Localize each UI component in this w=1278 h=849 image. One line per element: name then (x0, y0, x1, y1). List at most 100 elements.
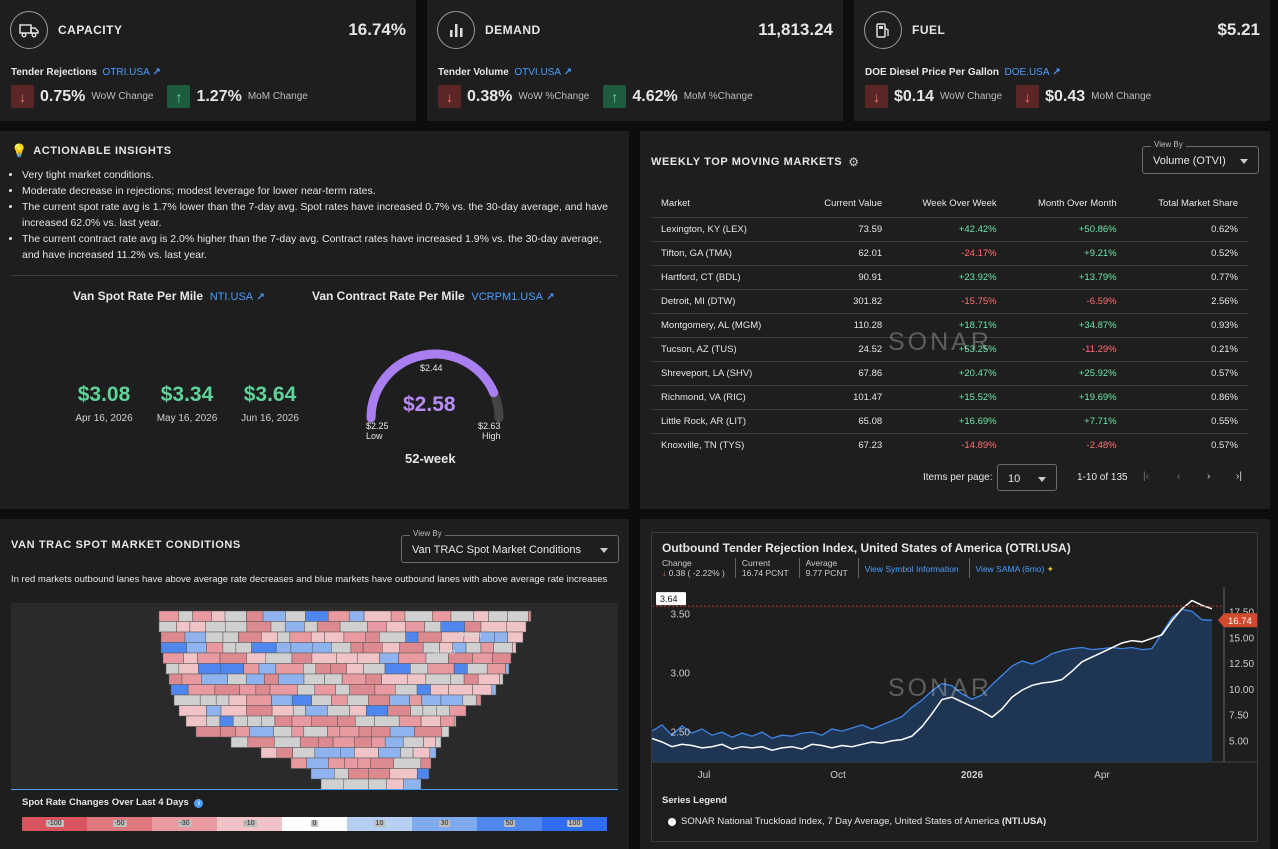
market-region[interactable] (343, 631, 366, 643)
market-region[interactable] (348, 768, 369, 780)
prev-page-icon[interactable]: ‹ (1177, 471, 1181, 482)
market-region[interactable] (441, 726, 450, 738)
market-region[interactable] (416, 768, 430, 780)
market-region[interactable] (214, 684, 240, 696)
market-region[interactable] (176, 621, 191, 633)
chart-link-icon[interactable]: ↗ (256, 292, 265, 303)
market-region[interactable] (311, 715, 338, 727)
market-region[interactable] (224, 610, 247, 622)
market-region[interactable] (386, 778, 404, 789)
market-region[interactable] (440, 694, 464, 706)
market-region[interactable] (493, 642, 513, 654)
market-region[interactable] (344, 757, 359, 769)
us-market-map[interactable]: Ottawa Toronto (11, 603, 618, 789)
market-region[interactable] (290, 642, 314, 654)
market-region[interactable] (340, 747, 355, 759)
market-region[interactable] (420, 715, 441, 727)
market-region[interactable] (379, 652, 399, 664)
market-region[interactable] (222, 642, 237, 654)
first-page-icon[interactable]: |‹ (1143, 471, 1149, 482)
market-region[interactable] (421, 694, 442, 706)
market-region[interactable] (235, 642, 252, 654)
info-icon[interactable]: i (194, 799, 204, 808)
market-region[interactable] (260, 747, 278, 759)
market-region[interactable] (424, 621, 442, 633)
col-header[interactable]: Current Value (824, 198, 883, 210)
market-region[interactable] (435, 736, 442, 748)
market-region[interactable] (160, 642, 187, 654)
market-region[interactable] (303, 673, 325, 685)
market-region[interactable] (349, 705, 367, 717)
market-region[interactable] (379, 631, 406, 643)
market-region[interactable] (327, 705, 350, 717)
market-region[interactable] (265, 652, 293, 664)
market-region[interactable] (299, 736, 319, 748)
market-region[interactable] (395, 684, 418, 696)
market-region[interactable] (368, 778, 387, 789)
market-region[interactable] (362, 642, 383, 654)
market-region[interactable] (327, 726, 341, 738)
market-region[interactable] (306, 757, 329, 769)
market-region[interactable] (310, 768, 335, 780)
market-region[interactable] (289, 631, 312, 643)
market-region[interactable] (247, 736, 275, 748)
market-region[interactable] (473, 610, 489, 622)
market-region[interactable] (486, 663, 506, 675)
market-region[interactable] (220, 663, 244, 675)
col-header[interactable]: Month Over Month (1037, 198, 1117, 210)
col-header[interactable]: Week Over Week (922, 198, 997, 210)
market-region[interactable] (354, 747, 379, 759)
market-region[interactable] (187, 684, 216, 696)
sparkle-icon[interactable]: ✦ (1046, 564, 1054, 574)
market-region[interactable] (472, 684, 493, 696)
col-header[interactable]: Total Market Share (1158, 198, 1238, 210)
market-region[interactable] (389, 768, 418, 780)
market-region[interactable] (367, 621, 387, 633)
market-region[interactable] (407, 673, 427, 685)
market-region[interactable] (349, 684, 376, 696)
gear-icon[interactable]: ⚙ (848, 155, 859, 169)
market-region[interactable] (264, 673, 279, 685)
chart-link-icon[interactable]: ↗ (1052, 67, 1061, 78)
market-region[interactable] (312, 642, 332, 654)
market-region[interactable] (335, 684, 350, 696)
market-region[interactable] (222, 631, 239, 643)
market-region[interactable] (206, 642, 224, 654)
market-region[interactable] (353, 736, 372, 748)
market-region[interactable] (261, 631, 278, 643)
market-region[interactable] (414, 726, 443, 738)
col-header[interactable]: Market (661, 198, 691, 210)
market-region[interactable] (320, 778, 345, 789)
market-region[interactable] (195, 726, 221, 738)
market-region[interactable] (255, 684, 271, 696)
market-region[interactable] (423, 736, 436, 748)
symbol-link[interactable]: OTVI.USA (514, 67, 562, 78)
market-region[interactable] (165, 663, 180, 675)
market-region[interactable] (168, 673, 183, 685)
symbol-link[interactable]: OTRI.USA (102, 67, 150, 78)
market-region[interactable] (245, 673, 265, 685)
market-region[interactable] (339, 726, 360, 738)
market-region[interactable] (355, 715, 375, 727)
market-region[interactable] (389, 726, 415, 738)
market-region[interactable] (246, 652, 267, 664)
market-region[interactable] (206, 705, 222, 717)
market-region[interactable] (363, 610, 392, 622)
market-region[interactable] (410, 705, 424, 717)
market-region[interactable] (384, 736, 404, 748)
market-region[interactable] (318, 736, 334, 748)
market-region[interactable] (314, 684, 336, 696)
market-region[interactable] (429, 747, 437, 759)
market-region[interactable] (479, 631, 495, 643)
market-region[interactable] (235, 726, 250, 738)
market-region[interactable] (382, 642, 400, 654)
market-region[interactable] (274, 736, 301, 748)
market-region[interactable] (492, 652, 512, 664)
market-region[interactable] (448, 684, 473, 696)
market-region[interactable] (453, 715, 457, 727)
market-region[interactable] (227, 673, 247, 685)
next-page-icon[interactable]: › (1207, 471, 1211, 482)
market-region[interactable] (284, 621, 305, 633)
market-region[interactable] (343, 778, 369, 789)
market-region[interactable] (436, 705, 450, 717)
